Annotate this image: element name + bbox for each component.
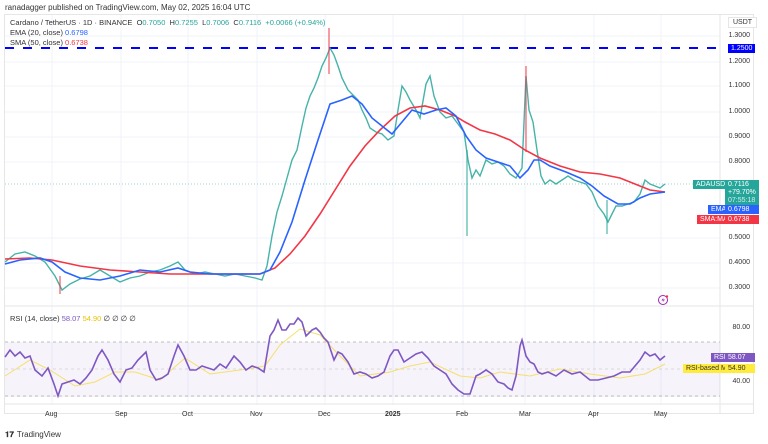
time-label: Dec: [318, 411, 331, 418]
close-value: 0.7116: [238, 18, 262, 27]
rsi-value: 58.07: [61, 314, 81, 323]
price-tick: 0.9000: [728, 133, 750, 140]
rsi-ma-value-tag: 54.90: [725, 364, 755, 373]
publisher-caption: ranadagger published on TradingView.com,…: [5, 3, 251, 12]
time-label: 2025: [385, 411, 401, 418]
candlestick-series: [4, 28, 666, 294]
ema-value: 0.6798: [65, 28, 88, 37]
sma-tag-label: SMA:MA: [697, 215, 731, 224]
price-tick: 0.4000: [728, 259, 750, 266]
high-value: 0.7255: [174, 18, 198, 27]
tradingview-logo[interactable]: 𝟏𝟕 TradingView: [5, 430, 61, 439]
last-price-tag: 0.7116 +79.70% 07:55:18: [725, 180, 759, 206]
time-label: Aug: [45, 411, 58, 418]
low-value: 0.7006: [206, 18, 230, 27]
ema-20-line[interactable]: [4, 95, 666, 281]
alert-lightning-icon[interactable]: [658, 295, 669, 305]
rsi-band: [5, 342, 720, 397]
sma-50-line[interactable]: [4, 105, 666, 275]
symbol-title[interactable]: Cardano / TetherUS · 1D · BINANCE: [10, 18, 133, 27]
ema-price-tag: 0.6798: [725, 205, 759, 214]
time-label: Feb: [456, 411, 469, 418]
open-value: 0.7050: [142, 18, 166, 27]
rsi-value-tag: 58.07: [725, 353, 755, 362]
sma-value: 0.6738: [65, 38, 88, 47]
rsi-tick: 80.00: [732, 324, 750, 331]
price-tick: 1.2000: [728, 58, 750, 65]
rsi-tag-label: RSI: [711, 353, 729, 362]
price-axis-unit[interactable]: USDT: [728, 17, 758, 28]
rsi-tick: 40.00: [732, 378, 750, 385]
time-label: Mar: [519, 411, 532, 418]
change-value: +0.0066 (+0.94%): [265, 18, 326, 27]
price-tick: 1.3000: [728, 32, 750, 39]
rsi-ma-tag-label: RSI-based MA: [683, 364, 735, 373]
ema-legend-row[interactable]: EMA (20, close) 0.6798: [10, 28, 88, 37]
price-tick: 0.3000: [728, 284, 750, 291]
rsi-line: [4, 316, 666, 399]
price-tick: 1.0000: [728, 108, 750, 115]
sma-price-tag: 0.6738: [725, 215, 759, 224]
symbol-tag-label: ADAUSDT: [693, 180, 733, 189]
chart-frame: [4, 14, 754, 414]
ema-tag-label: EMA: [708, 205, 730, 214]
resistance-price-tag: 1.2500: [728, 44, 756, 53]
price-tick: 1.1000: [728, 82, 750, 89]
rsi-ma-value: 54.90: [82, 314, 102, 323]
tv-logo-icon: 𝟏𝟕: [5, 430, 14, 439]
rsi-legend[interactable]: RSI (14, close) 58.07 54.90 ∅ ∅ ∅ ∅: [10, 314, 136, 323]
time-label: Nov: [250, 411, 263, 418]
sma-legend-row[interactable]: SMA (50, close) 0.6738: [10, 38, 88, 47]
price-tick: 0.8000: [728, 158, 750, 165]
time-label: Sep: [115, 411, 128, 418]
time-label: Apr: [588, 411, 599, 418]
time-label: May: [654, 411, 668, 418]
price-tick: 0.5000: [728, 234, 750, 241]
symbol-ohlc-row: Cardano / TetherUS · 1D · BINANCE O0.705…: [10, 18, 326, 27]
time-label: Oct: [182, 411, 193, 418]
chart-legend: Cardano / TetherUS · 1D · BINANCE O0.705…: [10, 18, 325, 48]
